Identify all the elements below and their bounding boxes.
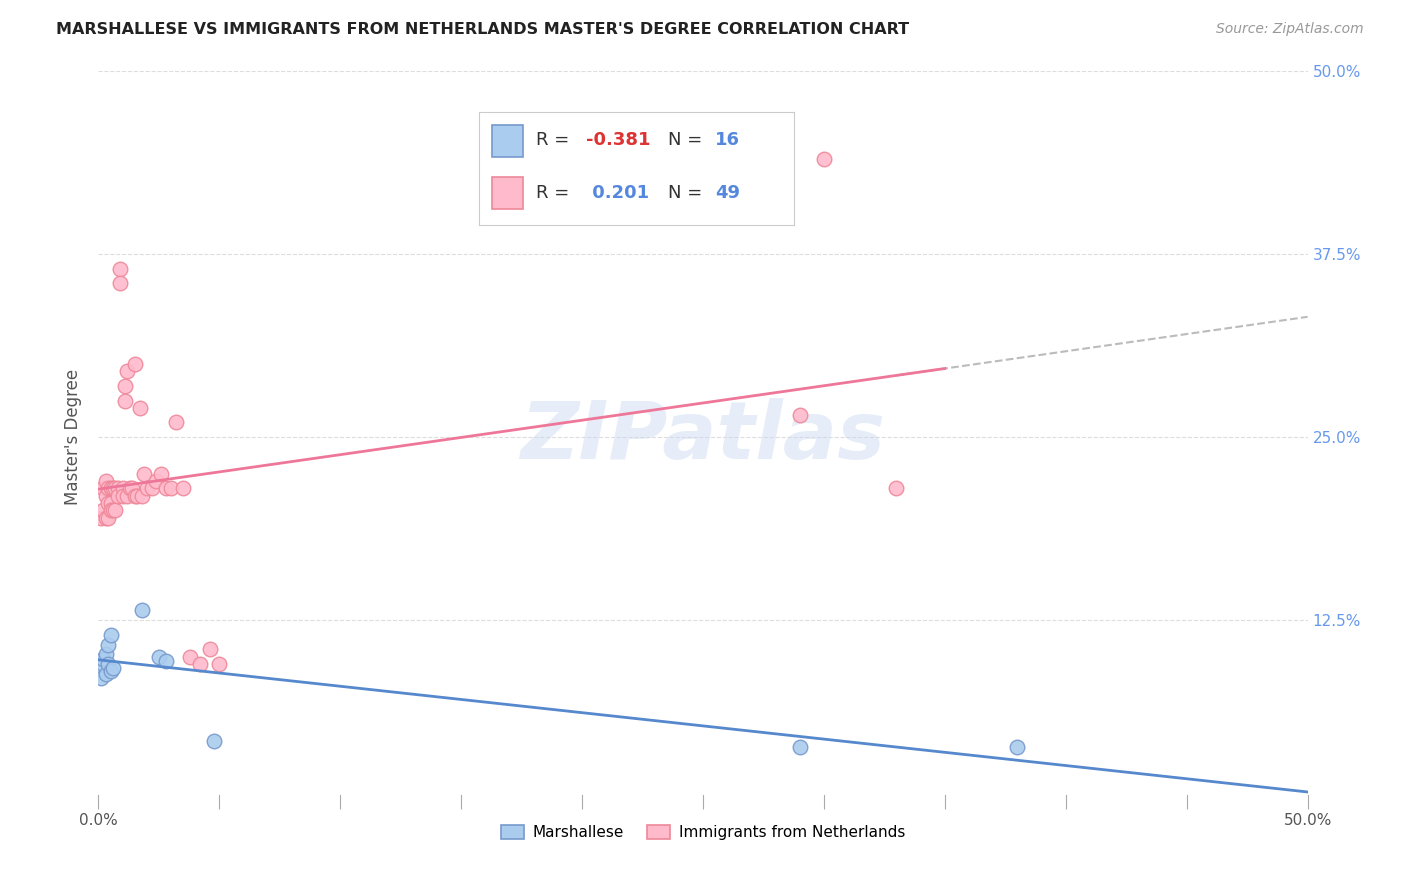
Point <box>117 489 139 503</box>
Point <box>97 657 120 671</box>
Point <box>91 481 114 495</box>
Legend: Marshallese, Immigrants from Netherlands: Marshallese, Immigrants from Netherlands <box>495 819 911 847</box>
Point <box>91 652 114 666</box>
Point <box>104 481 127 495</box>
Point <box>107 481 129 495</box>
Point <box>886 481 908 495</box>
Point <box>94 647 117 661</box>
Point <box>127 489 149 503</box>
Point <box>94 667 117 681</box>
Point <box>128 401 150 415</box>
Point <box>114 379 136 393</box>
Point <box>204 734 226 748</box>
Point <box>124 357 146 371</box>
Point <box>100 664 122 678</box>
Point <box>165 416 187 430</box>
Point <box>104 503 127 517</box>
Point <box>107 489 129 503</box>
Point <box>100 503 122 517</box>
Point <box>188 657 211 671</box>
Point <box>97 638 120 652</box>
Point <box>172 481 194 495</box>
Point <box>101 661 124 675</box>
Point <box>117 364 139 378</box>
Point <box>91 503 114 517</box>
Point <box>118 481 141 495</box>
Point <box>101 503 124 517</box>
Point <box>94 510 117 524</box>
Point <box>179 649 201 664</box>
Point <box>97 481 120 495</box>
Y-axis label: Master's Degree: Master's Degree <box>65 369 83 505</box>
Text: ZIPatlas: ZIPatlas <box>520 398 886 476</box>
Point <box>160 481 183 495</box>
Point <box>100 627 122 641</box>
Point <box>111 489 134 503</box>
Point <box>150 467 173 481</box>
Point <box>94 474 117 488</box>
Point <box>90 510 112 524</box>
Point <box>114 393 136 408</box>
Point <box>134 467 156 481</box>
Point <box>100 496 122 510</box>
Point <box>1007 740 1029 755</box>
Point <box>145 474 167 488</box>
Point <box>94 489 117 503</box>
Point <box>131 603 153 617</box>
Point <box>141 481 163 495</box>
Point <box>121 481 143 495</box>
Point <box>155 654 177 668</box>
Point <box>108 277 131 291</box>
Point <box>91 657 114 671</box>
Point <box>124 489 146 503</box>
Point <box>97 496 120 510</box>
Point <box>148 649 170 664</box>
Point <box>789 408 811 422</box>
Point <box>131 489 153 503</box>
Point <box>208 657 231 671</box>
Text: Source: ZipAtlas.com: Source: ZipAtlas.com <box>1216 22 1364 37</box>
Point <box>97 510 120 524</box>
Point <box>100 481 122 495</box>
Point <box>108 261 131 276</box>
Point <box>101 481 124 495</box>
Point <box>111 481 134 495</box>
Point <box>789 740 811 755</box>
Point <box>198 642 221 657</box>
Point <box>813 152 835 166</box>
Point <box>90 672 112 686</box>
Text: MARSHALLESE VS IMMIGRANTS FROM NETHERLANDS MASTER'S DEGREE CORRELATION CHART: MARSHALLESE VS IMMIGRANTS FROM NETHERLAN… <box>56 22 910 37</box>
Point <box>155 481 177 495</box>
Point <box>135 481 157 495</box>
